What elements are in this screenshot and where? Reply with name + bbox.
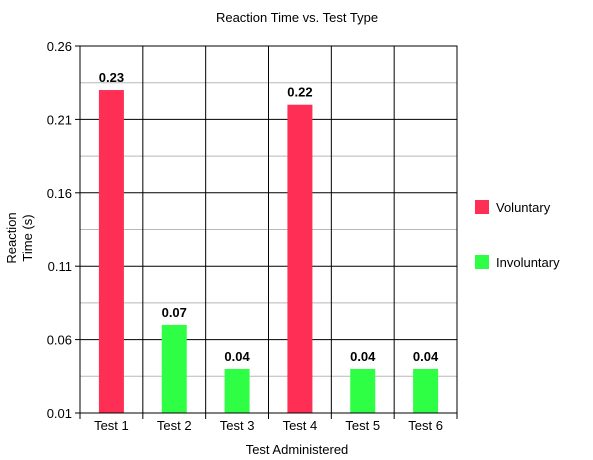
x-axis-ticks: Test 1 Test 2 Test 3 Test 4 Test 5 Test 6 xyxy=(79,413,458,433)
x-tick-label: Test 3 xyxy=(220,418,255,433)
y-tick-label: 0.11 xyxy=(48,259,72,274)
data-label: 0.07 xyxy=(162,305,187,320)
bar-involuntary xyxy=(161,324,187,413)
grid xyxy=(80,45,457,414)
bar-voluntary xyxy=(98,90,124,413)
x-tick-label: Test 4 xyxy=(283,418,318,433)
legend-label-voluntary: Voluntary xyxy=(496,200,551,215)
legend: Voluntary Involuntary xyxy=(475,200,560,270)
data-label: 0.04 xyxy=(224,349,250,364)
legend-swatch-involuntary xyxy=(475,255,489,269)
data-label: 0.04 xyxy=(413,349,439,364)
y-axis-label-line-2: Time (s) xyxy=(20,214,35,261)
bar-involuntary xyxy=(413,368,439,413)
data-label: 0.23 xyxy=(99,70,124,85)
chart-title: Reaction Time vs. Test Type xyxy=(216,10,378,25)
legend-label-involuntary: Involuntary xyxy=(496,255,560,270)
data-labels: 0.23 0.22 0.07 0.04 0.04 0.04 xyxy=(99,70,439,364)
x-tick-label: Test 2 xyxy=(157,418,192,433)
data-label: 0.04 xyxy=(350,349,376,364)
y-tick-label: 0.21 xyxy=(47,112,72,127)
data-label: 0.22 xyxy=(287,85,312,100)
y-tick-label: 0.16 xyxy=(47,186,72,201)
bar-voluntary xyxy=(287,104,313,413)
x-tick-label: Test 5 xyxy=(345,418,380,433)
bars xyxy=(98,90,439,413)
x-tick-label: Test 6 xyxy=(408,418,443,433)
x-axis-label: Test Administered xyxy=(246,442,349,457)
y-axis-ticks: 0.01 0.06 0.11 0.16 0.21 0.26 xyxy=(47,39,80,421)
y-axis-label-line-1: Reaction xyxy=(4,212,19,263)
legend-swatch-voluntary xyxy=(475,200,489,214)
y-tick-label: 0.06 xyxy=(47,333,72,348)
y-tick-label: 0.01 xyxy=(47,406,72,421)
y-tick-label: 0.26 xyxy=(47,39,72,54)
x-tick-label: Test 1 xyxy=(94,418,129,433)
bar-involuntary xyxy=(224,368,250,413)
bar-involuntary xyxy=(350,368,376,413)
